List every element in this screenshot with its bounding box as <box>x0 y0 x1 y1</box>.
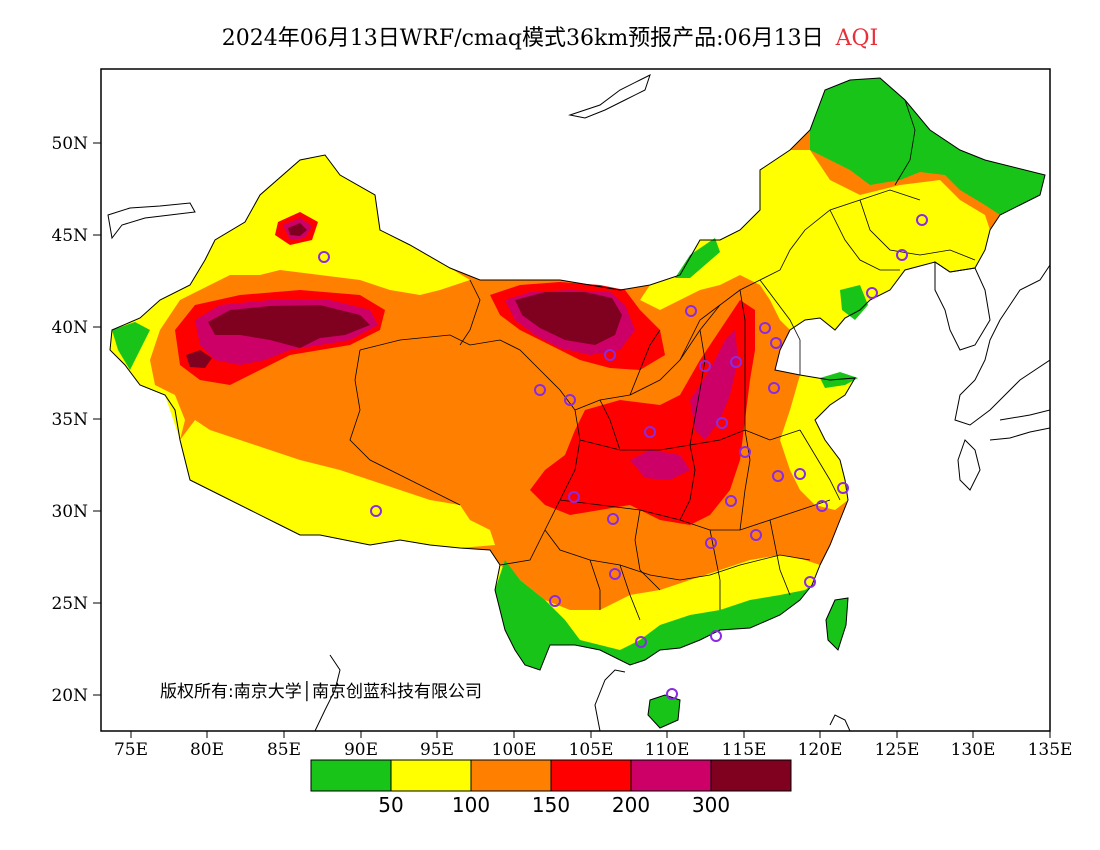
lon-label: 120E <box>798 740 843 760</box>
station-markers <box>318 214 928 700</box>
legend-swatch <box>630 759 712 792</box>
map-title: 2024年06月13日WRF/cmaq模式36km预报产品:06月13日 AQI <box>0 20 1100 52</box>
good-hainan <box>648 695 680 728</box>
legend-label: 300 <box>692 793 730 817</box>
lat-label: 30N <box>51 502 88 522</box>
lon-label: 95E <box>420 740 454 760</box>
lon-label: 100E <box>492 740 537 760</box>
good-taiwan <box>826 598 848 650</box>
copyright-text: 版权所有:南京大学│南京创蓝科技有限公司 <box>160 681 482 702</box>
lon-label: 130E <box>951 740 996 760</box>
good-north <box>675 238 720 278</box>
very-unhealthy-central2 <box>630 450 690 480</box>
legend-label: 150 <box>532 793 570 817</box>
good-northeast <box>810 78 1045 215</box>
lat-labels: 50N 45N 40N 35N 30N 25N 20N <box>51 134 88 706</box>
unhealthy-central <box>530 300 755 525</box>
country-outline <box>107 74 1050 731</box>
title-main: 2024年06月13日WRF/cmaq模式36km预报产品:06月13日 <box>221 26 824 51</box>
title-variable: AQI <box>835 26 879 51</box>
lon-label: 85E <box>267 740 301 760</box>
lon-label: 125E <box>875 740 920 760</box>
lat-axis <box>93 142 101 696</box>
lon-label: 135E <box>1028 740 1073 760</box>
legend-swatch <box>710 759 792 792</box>
lat-label: 50N <box>51 134 88 154</box>
legend-label: 50 <box>378 793 403 817</box>
hazardous-nw-blob <box>186 350 212 368</box>
legend-colorbar <box>310 759 792 792</box>
lon-axis <box>130 731 1051 738</box>
moderate-northeast <box>640 150 990 330</box>
lon-label: 110E <box>645 740 690 760</box>
lat-label: 40N <box>51 318 88 338</box>
legend-label: 100 <box>452 793 490 817</box>
lat-label: 20N <box>51 686 88 706</box>
legend-label: 200 <box>612 793 650 817</box>
lon-label: 90E <box>344 740 378 760</box>
moderate-northwest <box>110 155 470 440</box>
lat-label: 45N <box>51 226 88 246</box>
moderate-east-coast <box>780 375 855 510</box>
good-west-edge <box>112 322 150 370</box>
good-shandong <box>820 372 858 388</box>
hazardous-inner-mongolia <box>515 292 622 345</box>
lon-label: 105E <box>569 740 614 760</box>
legend-swatch <box>390 759 472 792</box>
hazardous-north-dot <box>288 223 307 236</box>
lat-label: 35N <box>51 410 88 430</box>
legend-swatch <box>310 759 392 792</box>
lon-label: 115E <box>722 740 767 760</box>
very-unhealthy-central <box>690 330 738 440</box>
legend-swatch <box>470 759 552 792</box>
lat-label: 25N <box>51 594 88 614</box>
moderate-tibet-south <box>180 420 495 548</box>
legend-labels: 50 100 150 200 300 <box>378 793 730 817</box>
aqi-field <box>107 74 1050 731</box>
hazardous-nw <box>208 305 370 348</box>
legend-swatch <box>550 759 632 792</box>
good-liaodong <box>840 285 868 320</box>
plot-frame <box>100 68 1051 732</box>
good-south <box>495 560 812 670</box>
lon-labels: 75E 80E 85E 90E 95E 100E 105E 110E 115E … <box>114 740 1072 760</box>
province-boundaries <box>349 99 976 621</box>
lon-label: 80E <box>190 740 224 760</box>
lon-label: 75E <box>114 740 148 760</box>
